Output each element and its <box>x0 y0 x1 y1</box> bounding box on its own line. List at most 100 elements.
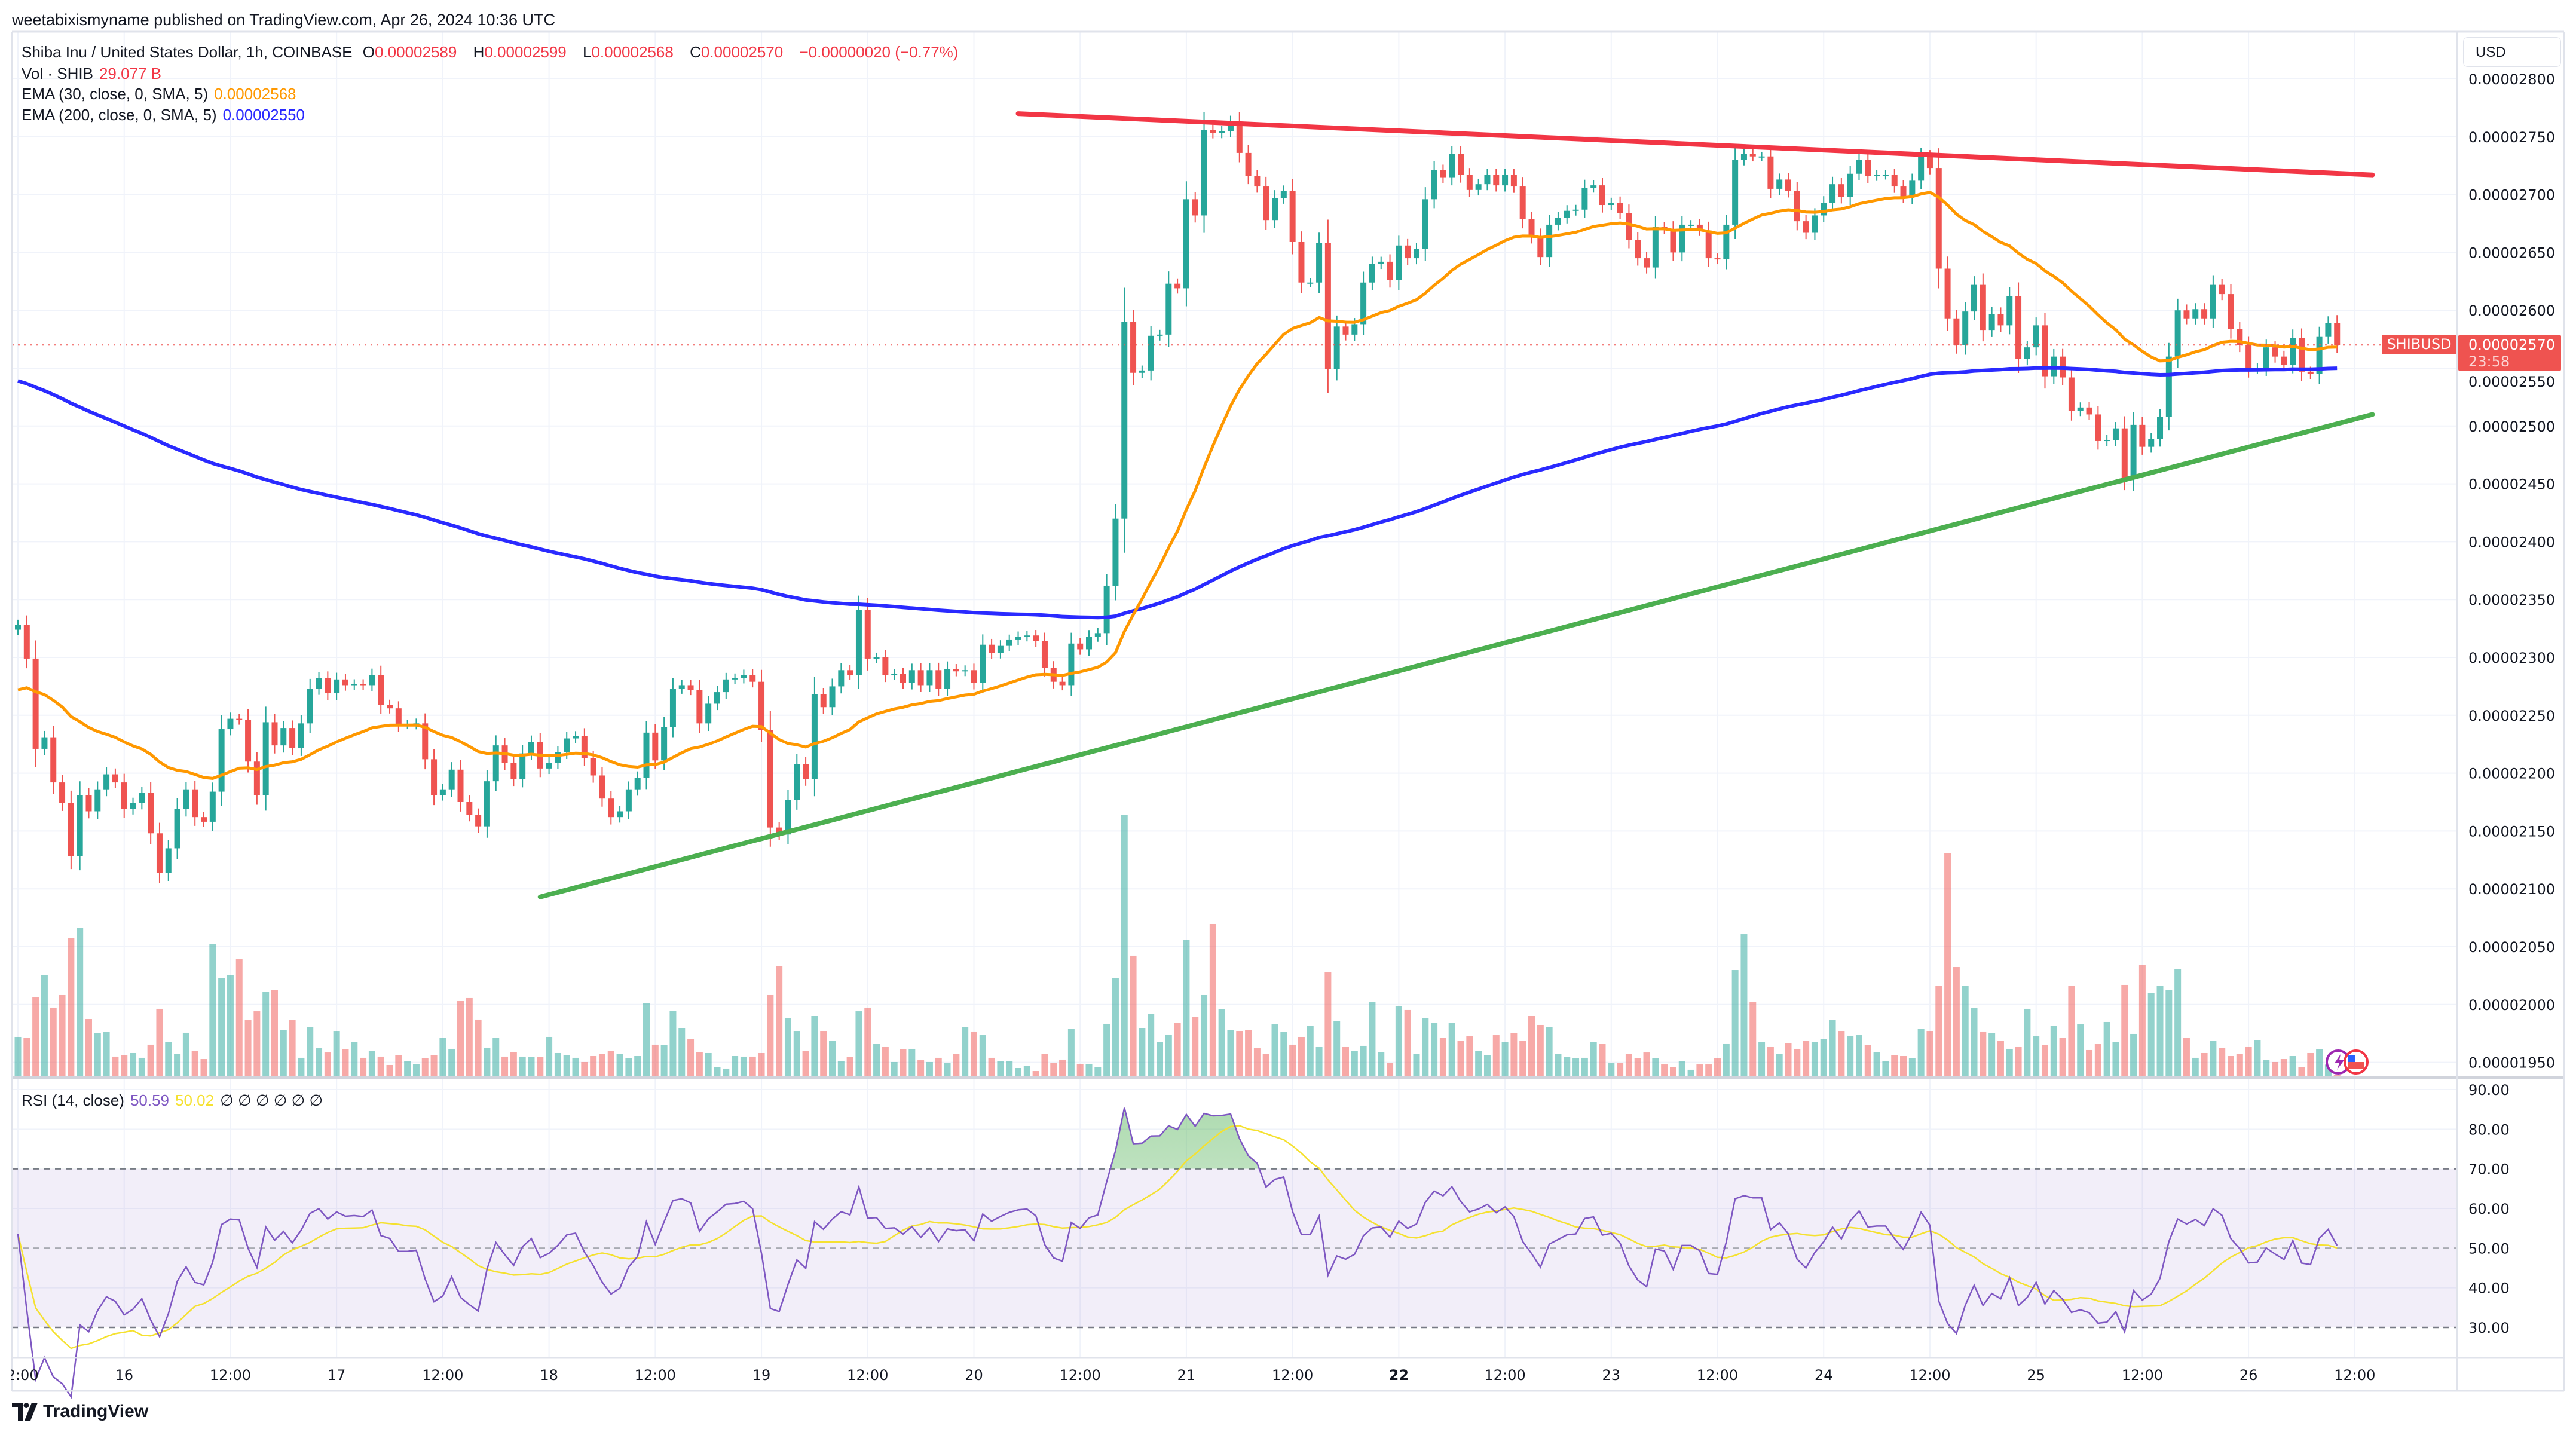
candle-body <box>1732 160 1739 225</box>
volume-bar <box>289 1020 296 1076</box>
volume-bar <box>1661 1064 1668 1076</box>
volume-bar <box>41 975 48 1076</box>
candle-body <box>148 793 154 834</box>
rsi-scale-label: 80.00 <box>2468 1121 2510 1138</box>
candle-body <box>227 718 234 730</box>
high-label: H <box>473 43 485 61</box>
candle-body <box>77 795 83 856</box>
candle-body <box>466 802 473 815</box>
volume-bars <box>14 815 2341 1076</box>
volume-bar <box>864 1007 871 1076</box>
volume-bar <box>519 1056 526 1076</box>
candle-body <box>1776 179 1783 189</box>
ema200-label: EMA (200, close, 0, SMA, 5) <box>22 106 217 124</box>
ema30-legend[interactable]: EMA (30, close, 0, SMA, 5) 0.00002568 <box>22 85 302 103</box>
volume-bar <box>1811 1042 1818 1076</box>
volume-bar <box>2183 1038 2190 1076</box>
volume-bar <box>307 1027 314 1076</box>
volume-bar <box>121 1055 128 1076</box>
volume-bar <box>1590 1042 1597 1076</box>
candle-body <box>1812 215 1818 233</box>
candle-body <box>1900 186 1907 197</box>
candle-body <box>1891 175 1898 187</box>
candle-body <box>1148 335 1154 371</box>
candle-body <box>289 728 296 748</box>
volume-bar <box>1953 967 1960 1076</box>
price-scale-label: 0.00002000 <box>2468 997 2555 1014</box>
candle-body <box>192 789 198 818</box>
time-axis-label: 16 <box>115 1367 133 1384</box>
volume-bar <box>2316 1049 2323 1076</box>
candle-body <box>1121 322 1128 519</box>
volume-bar <box>1130 955 1137 1076</box>
volume-bar <box>802 1051 809 1076</box>
volume-legend[interactable]: Vol · SHIB 29.077 B <box>22 65 167 82</box>
volume-bar <box>1148 1014 1155 1076</box>
volume-bar <box>1714 1058 1721 1076</box>
rsi-legend[interactable]: RSI (14, close) 50.59 50.02 ∅ ∅ ∅ ∅ ∅ ∅ <box>22 1091 329 1109</box>
ema200-legend[interactable]: EMA (200, close, 0, SMA, 5) 0.00002550 <box>22 106 311 124</box>
candle-body <box>439 789 446 795</box>
candle-body <box>1103 585 1110 634</box>
volume-bar <box>625 1058 632 1076</box>
candle-body <box>174 809 180 849</box>
price-scale-label: 0.00002100 <box>2468 881 2555 898</box>
candle-body <box>678 685 685 689</box>
candle-body <box>634 778 641 790</box>
volume-bar <box>2307 1052 2314 1076</box>
candle-body <box>236 718 243 720</box>
volume-bar <box>2094 1044 2101 1076</box>
time-axis-label: 12:00 <box>1697 1367 1738 1384</box>
volume-bar <box>1209 923 1216 1076</box>
candle-body <box>608 798 614 818</box>
volume-bar <box>616 1054 623 1076</box>
symbol-legend[interactable]: Shiba Inu / United States Dollar, 1h, CO… <box>22 43 964 61</box>
ema200-value: 0.00002550 <box>222 106 305 124</box>
candle-body <box>1581 187 1588 210</box>
volume-bar <box>1236 1031 1243 1076</box>
volume-bar <box>1387 1063 1394 1076</box>
candle-body <box>2298 338 2305 372</box>
volume-bar <box>1457 1041 1464 1076</box>
volume-bar <box>1572 1058 1580 1076</box>
candle-body <box>617 811 623 818</box>
candle-body <box>422 723 429 760</box>
candle-body <box>803 764 809 779</box>
candle-body <box>41 737 48 749</box>
volume-bar <box>598 1054 605 1076</box>
volume-bar <box>466 997 473 1076</box>
candle-body <box>767 730 773 828</box>
volume-bar <box>935 1057 942 1076</box>
volume-bar <box>1218 1009 1225 1076</box>
close-label: C <box>690 43 701 61</box>
volume-bar <box>1900 1056 1907 1076</box>
symbol-price-tag: SHIBUSD <box>2382 335 2456 354</box>
volume-bar <box>50 1007 57 1076</box>
candle-body <box>989 644 995 653</box>
volume-bar <box>262 992 270 1076</box>
volume-bar <box>1227 1030 1234 1076</box>
volume-bar <box>2121 984 2128 1076</box>
volume-bar <box>1705 1064 1712 1076</box>
volume-bar <box>492 1038 500 1076</box>
volume-bar <box>776 966 783 1076</box>
candle-body <box>1351 324 1358 335</box>
candle-body <box>2245 345 2252 369</box>
candle-body <box>838 670 845 687</box>
candle-body <box>510 763 517 779</box>
candle-body <box>1652 227 1659 268</box>
candle-body <box>1555 218 1561 225</box>
rsi-ma-line <box>17 1125 2338 1350</box>
volume-bar <box>2050 1026 2057 1076</box>
candle-body <box>1165 283 1172 335</box>
candle-body <box>1431 170 1437 200</box>
volume-bar <box>174 1054 181 1076</box>
currency-button[interactable]: USD <box>2463 37 2561 67</box>
candle-body <box>1440 170 1446 178</box>
volume-bar <box>581 1061 588 1076</box>
candle-body <box>23 625 30 659</box>
volume-bar <box>227 975 234 1076</box>
tradingview-logo[interactable]: TradingView <box>12 1402 148 1422</box>
candle-body <box>156 833 163 873</box>
